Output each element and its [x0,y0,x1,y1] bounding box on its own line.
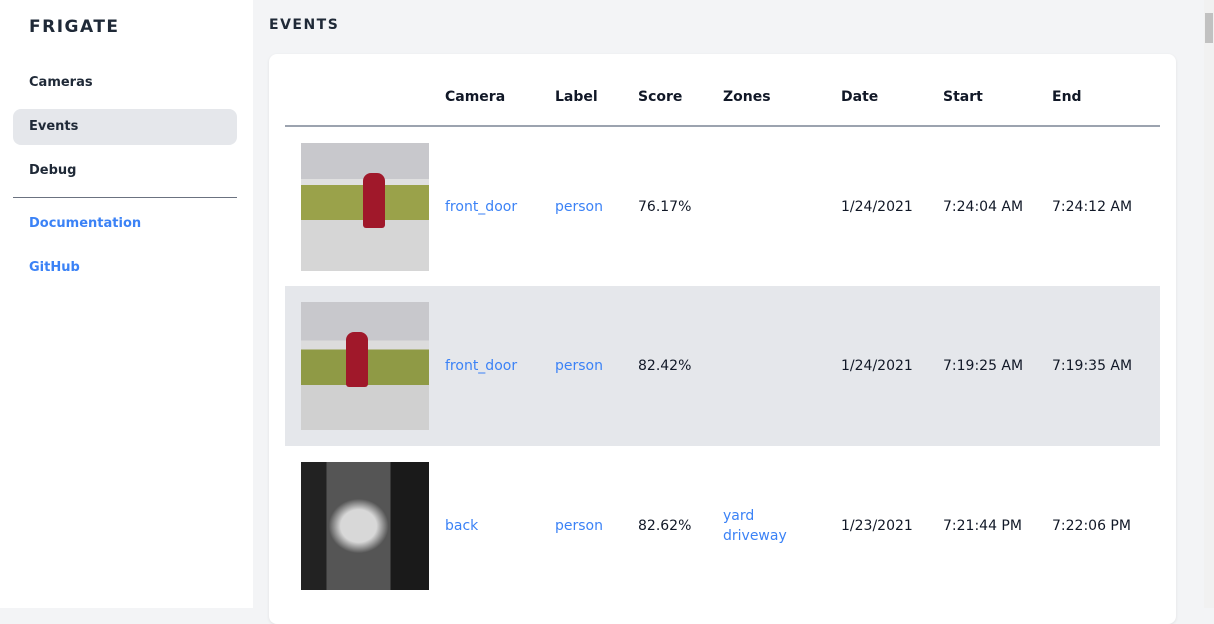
score: 76.17% [638,198,692,215]
event-thumbnail[interactable] [301,142,429,271]
page-title: EVENTS [269,17,340,33]
date: 1/24/2021 [841,286,943,446]
header-date: Date [841,54,943,127]
label-link[interactable]: person [555,286,638,446]
zone-link[interactable]: yard [723,508,755,524]
zones [723,126,841,286]
end-time: 7:24:12 AM [1052,198,1133,215]
score: 82.42% [638,286,723,446]
sidebar-item-cameras[interactable]: Cameras [29,75,93,90]
camera-link[interactable]: back [445,518,479,534]
sidebar-divider [13,197,237,198]
event-thumbnail[interactable] [301,462,429,590]
table-row[interactable]: back person 82.62% yard driveway 1/23/202… [285,446,1160,606]
camera-link[interactable]: front_door [445,286,555,446]
header-zones: Zones [723,54,841,127]
label-link[interactable]: person [555,198,603,215]
scrollbar-thumb[interactable] [1205,13,1213,43]
event-thumbnail[interactable] [301,302,429,430]
label-link[interactable]: person [555,518,603,534]
end-time: 7:19:35 AM [1052,286,1160,446]
zones: yard driveway [723,446,841,606]
github-link[interactable]: GitHub [29,260,80,275]
header-score: Score [638,54,723,127]
header-end: End [1052,54,1160,127]
header-start: Start [943,54,1052,127]
start-time: 7:21:44 PM [943,518,1022,534]
table-row[interactable]: front_door person 76.17% 1/24/2021 7:24:… [285,126,1160,286]
date: 1/23/2021 [841,518,913,534]
documentation-link[interactable]: Documentation [29,216,142,231]
brand-logo: FRIGATE [29,17,120,37]
events-table: Camera Label Score Zones Date Start End … [285,54,1160,606]
start-time: 7:19:25 AM [943,286,1052,446]
sidebar-item-debug[interactable]: Debug [29,163,77,178]
scrollbar[interactable] [1204,0,1214,608]
header-camera: Camera [445,54,555,127]
camera-link[interactable]: front_door [445,198,518,215]
zones [723,286,841,446]
header-label: Label [555,54,638,127]
table-row[interactable]: front_door person 82.42% 1/24/2021 7:19:… [285,286,1160,446]
zone-link[interactable]: driveway [723,528,787,544]
end-time: 7:22:06 PM [1052,518,1131,534]
start-time: 7:24:04 AM [943,198,1024,215]
sidebar: FRIGATE Cameras Events Debug Documentati… [0,0,253,608]
date: 1/24/2021 [841,198,913,215]
events-card: Camera Label Score Zones Date Start End … [269,54,1176,624]
score: 82.62% [638,518,692,534]
header-thumbnail [285,54,445,127]
sidebar-item-events[interactable]: Events [13,109,237,145]
